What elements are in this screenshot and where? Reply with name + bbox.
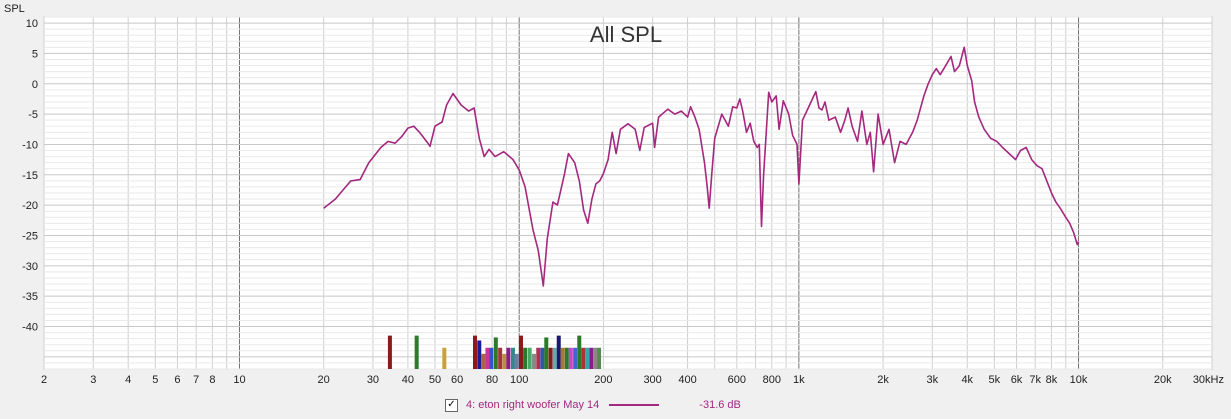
bar: [493, 337, 498, 369]
bar: [481, 353, 486, 369]
bar: [597, 347, 602, 369]
x-tick-label: 800: [763, 374, 781, 386]
bar: [387, 335, 392, 369]
x-tick-label: 8: [209, 374, 215, 386]
legend-value: -31.6 dB: [699, 399, 741, 411]
x-tick-label: 80: [486, 374, 498, 386]
bar: [589, 347, 594, 369]
y-tick-label: 5: [32, 48, 38, 60]
legend-line-swatch: [609, 404, 660, 406]
y-axis-label: SPL: [4, 3, 25, 15]
y-tick-label: -5: [28, 109, 38, 121]
bar: [540, 347, 545, 369]
bar: [585, 347, 590, 369]
y-tick-labels: 10 5 0 -5 -10 -15 -20 -25 -30 -35 -40: [22, 18, 38, 333]
y-tick-label: -10: [22, 139, 38, 151]
series-line: [323, 46, 1080, 287]
bar: [564, 347, 569, 369]
bar: [568, 347, 573, 369]
x-tick-label: 20k: [1154, 374, 1172, 386]
bar-series: [387, 335, 602, 369]
y-tick-label: 10: [26, 18, 38, 30]
x-tick-label: 30kHz: [1193, 374, 1224, 386]
x-tick-label: 7k: [1029, 374, 1041, 386]
bar: [536, 347, 541, 369]
bar: [510, 347, 515, 369]
x-tick-label: 6k: [1011, 374, 1023, 386]
x-tick-label: 1k: [793, 374, 805, 386]
x-tick-label: 600: [728, 374, 746, 386]
x-tick-label: 7: [193, 374, 199, 386]
x-tick-label: 6: [174, 374, 180, 386]
x-tick-label: 2: [41, 374, 47, 386]
bar: [577, 335, 582, 369]
bar: [544, 337, 549, 369]
bar: [498, 347, 503, 369]
legend-checkbox[interactable]: ✓: [445, 398, 458, 412]
bar: [523, 347, 528, 369]
y-tick-label: -25: [22, 230, 38, 242]
x-tick-label: 5: [152, 374, 158, 386]
y-tick-label: -40: [22, 322, 38, 334]
x-tick-label: 10k: [1070, 374, 1088, 386]
bar: [414, 335, 419, 369]
bar: [593, 347, 598, 369]
x-tick-label: 20: [318, 374, 330, 386]
x-tick-label: 2k: [877, 374, 889, 386]
bar: [556, 335, 561, 369]
y-tick-label: 0: [32, 79, 38, 91]
y-tick-label: -20: [22, 200, 38, 212]
x-tick-label: 60: [451, 374, 463, 386]
x-tick-label: 3k: [927, 374, 939, 386]
bar: [527, 347, 532, 369]
chart-title: All SPL: [590, 22, 662, 47]
x-tick-label: 400: [678, 374, 696, 386]
x-tick-label: 5k: [989, 374, 1001, 386]
x-tick-label: 30: [367, 374, 379, 386]
bar: [477, 340, 482, 369]
x-tick-labels: 2 3 4 5 6 7 8 10 20 30 40 50 60 80 100 200 300 400 600 800 1…: [41, 374, 1224, 386]
bar: [560, 347, 565, 369]
x-tick-label: 3: [90, 374, 96, 386]
bar: [518, 335, 523, 369]
x-tick-label: 10: [233, 374, 245, 386]
x-tick-label: 4k: [961, 374, 973, 386]
x-tick-label: 40: [402, 374, 414, 386]
bar: [581, 347, 586, 369]
grid: [43, 16, 1213, 370]
x-tick-label: 100: [510, 374, 528, 386]
y-tick-label: -35: [22, 291, 38, 303]
bar: [548, 347, 553, 369]
line-series: [323, 46, 1080, 287]
bar: [552, 347, 557, 369]
bar: [506, 347, 511, 369]
bar: [472, 335, 477, 369]
bar: [573, 347, 578, 369]
y-tick-label: -15: [22, 170, 38, 182]
x-tick-label: 8k: [1046, 374, 1058, 386]
x-tick-label: 200: [594, 374, 612, 386]
legend: ✓ 4: eton right woofer May 14 -31.6 dB: [445, 396, 741, 414]
x-tick-label: 50: [429, 374, 441, 386]
legend-series-name: 4: eton right woofer May 14: [466, 399, 600, 411]
bar: [502, 353, 507, 369]
x-tick-label: 4: [125, 374, 131, 386]
x-tick-label: 300: [643, 374, 661, 386]
bar: [532, 353, 537, 369]
bar: [485, 347, 490, 369]
bar: [514, 353, 519, 369]
bar: [442, 347, 447, 369]
bar: [489, 347, 494, 369]
y-tick-label: -30: [22, 261, 38, 273]
